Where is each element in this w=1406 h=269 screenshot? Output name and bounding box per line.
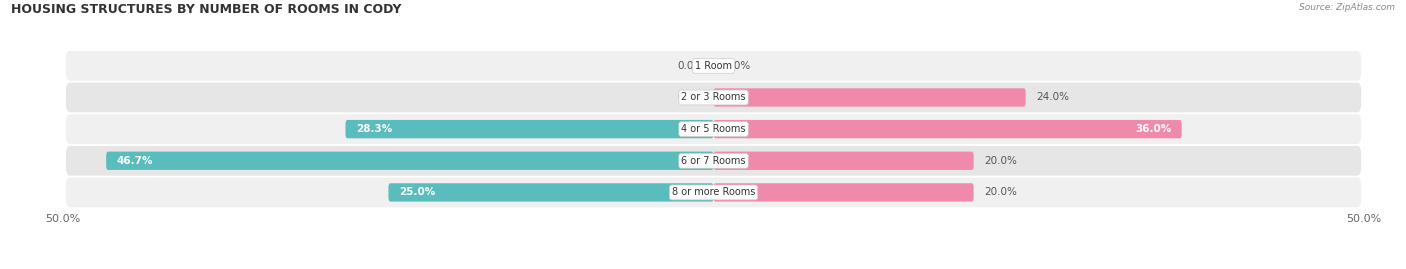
Text: 2 or 3 Rooms: 2 or 3 Rooms (682, 93, 745, 102)
Text: HOUSING STRUCTURES BY NUMBER OF ROOMS IN CODY: HOUSING STRUCTURES BY NUMBER OF ROOMS IN… (11, 3, 402, 16)
FancyBboxPatch shape (346, 120, 713, 138)
Text: 0.0%: 0.0% (676, 61, 703, 71)
FancyBboxPatch shape (66, 83, 1361, 112)
FancyBboxPatch shape (66, 51, 1361, 81)
FancyBboxPatch shape (66, 178, 1361, 207)
Text: 20.0%: 20.0% (984, 187, 1017, 197)
FancyBboxPatch shape (713, 88, 1025, 107)
FancyBboxPatch shape (713, 183, 973, 201)
Text: 6 or 7 Rooms: 6 or 7 Rooms (682, 156, 745, 166)
FancyBboxPatch shape (713, 120, 1181, 138)
Text: 25.0%: 25.0% (399, 187, 434, 197)
Text: 0.0%: 0.0% (724, 61, 751, 71)
FancyBboxPatch shape (713, 152, 973, 170)
Text: 8 or more Rooms: 8 or more Rooms (672, 187, 755, 197)
Text: 20.0%: 20.0% (984, 156, 1017, 166)
FancyBboxPatch shape (66, 146, 1361, 176)
Text: 46.7%: 46.7% (117, 156, 153, 166)
Text: 24.0%: 24.0% (1036, 93, 1069, 102)
FancyBboxPatch shape (66, 114, 1361, 144)
Text: 28.3%: 28.3% (356, 124, 392, 134)
FancyBboxPatch shape (388, 183, 713, 201)
Text: 0.0%: 0.0% (676, 93, 703, 102)
Text: 1 Room: 1 Room (695, 61, 733, 71)
FancyBboxPatch shape (107, 152, 713, 170)
Text: Source: ZipAtlas.com: Source: ZipAtlas.com (1299, 3, 1395, 12)
Text: 4 or 5 Rooms: 4 or 5 Rooms (682, 124, 745, 134)
Text: 36.0%: 36.0% (1135, 124, 1171, 134)
